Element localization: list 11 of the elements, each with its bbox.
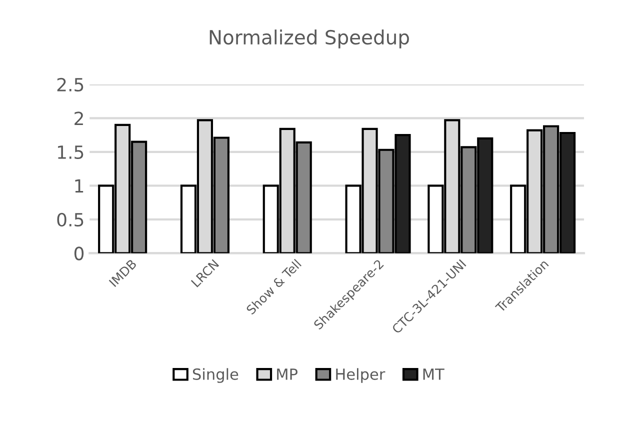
legend-label: MT: [423, 368, 444, 380]
y-tick-label: 1: [75, 179, 84, 193]
legend-label: MP: [277, 368, 298, 380]
y-tick-label: 2: [74, 112, 83, 126]
legend-label: Single: [192, 368, 238, 383]
y-tick-label: 2.5: [57, 78, 84, 92]
y-tick-label: 0: [74, 246, 84, 260]
y-tick-label: 1.5: [58, 146, 84, 160]
chart-title: Normalized Speedup: [210, 30, 409, 48]
legend-label: Helper: [336, 368, 386, 383]
y-tick-label: 0.5: [57, 212, 84, 227]
